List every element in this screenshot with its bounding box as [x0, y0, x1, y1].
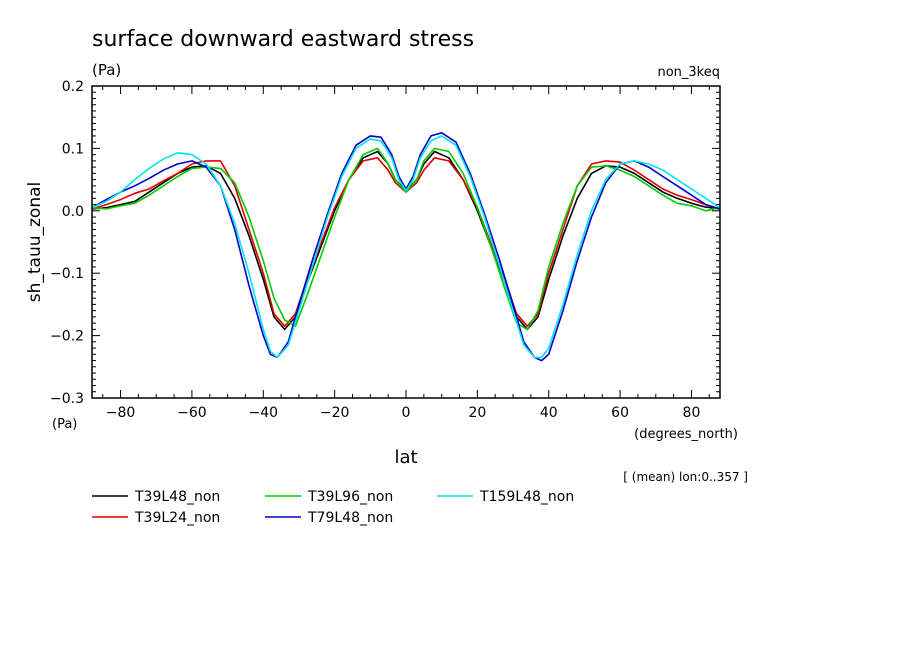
legend: T39L48_non T39L24_non T39L96_non T79L48_non…	[92, 489, 574, 526]
series-line-T39L96_non	[91, 147, 721, 331]
legend-label: T39L48_non	[134, 489, 220, 505]
x-tick-label: 40	[540, 405, 558, 421]
y-tick-label: −0.1	[50, 266, 84, 282]
plot-frame	[91, 85, 721, 399]
y-tick-label: −0.3	[50, 391, 84, 407]
x-tick-label: 0	[402, 405, 411, 421]
x-tick-label: −60	[177, 405, 207, 421]
series-line-T39L24_non	[91, 157, 721, 328]
averaging-note: [ (mean) lon:0..357 ]	[623, 470, 748, 484]
y-tick-label: 0.2	[62, 79, 84, 95]
chart-title-units: (Pa)	[92, 61, 121, 79]
chart-title: surface downward eastward stress	[92, 27, 474, 52]
experiment-label: non_3keq	[657, 65, 720, 80]
x-axis-units: (degrees_north)	[634, 427, 738, 442]
ticks-layer: −80 −60 −40 −20 0 20 40 60 80 −0.3 −0.2 −0.1 0.0 0.1 0…	[50, 79, 720, 421]
series-line-T159L48_non	[91, 135, 721, 359]
y-axis-label: sh_tauu_zonal	[25, 182, 45, 303]
series-layer	[91, 132, 721, 362]
x-tick-label: 80	[683, 405, 701, 421]
legend-label: T159L48_non	[479, 489, 574, 505]
x-tick-label: 20	[468, 405, 486, 421]
x-tick-label: 60	[611, 405, 629, 421]
x-tick-label: −40	[248, 405, 278, 421]
series-line-T79L48_non	[91, 132, 721, 362]
x-tick-label: −20	[320, 405, 350, 421]
legend-label: T79L48_non	[307, 510, 393, 526]
x-tick-label: −80	[106, 405, 136, 421]
legend-label: T39L24_non	[134, 510, 220, 526]
legend-label: T39L96_non	[307, 489, 393, 505]
y-tick-label: −0.2	[50, 329, 84, 345]
y-axis-units: (Pa)	[52, 417, 77, 432]
series-line-T39L48_non	[91, 150, 721, 331]
y-tick-label: 0.0	[62, 204, 84, 220]
y-tick-label: 0.1	[62, 141, 84, 157]
x-axis-label: lat	[394, 447, 417, 468]
